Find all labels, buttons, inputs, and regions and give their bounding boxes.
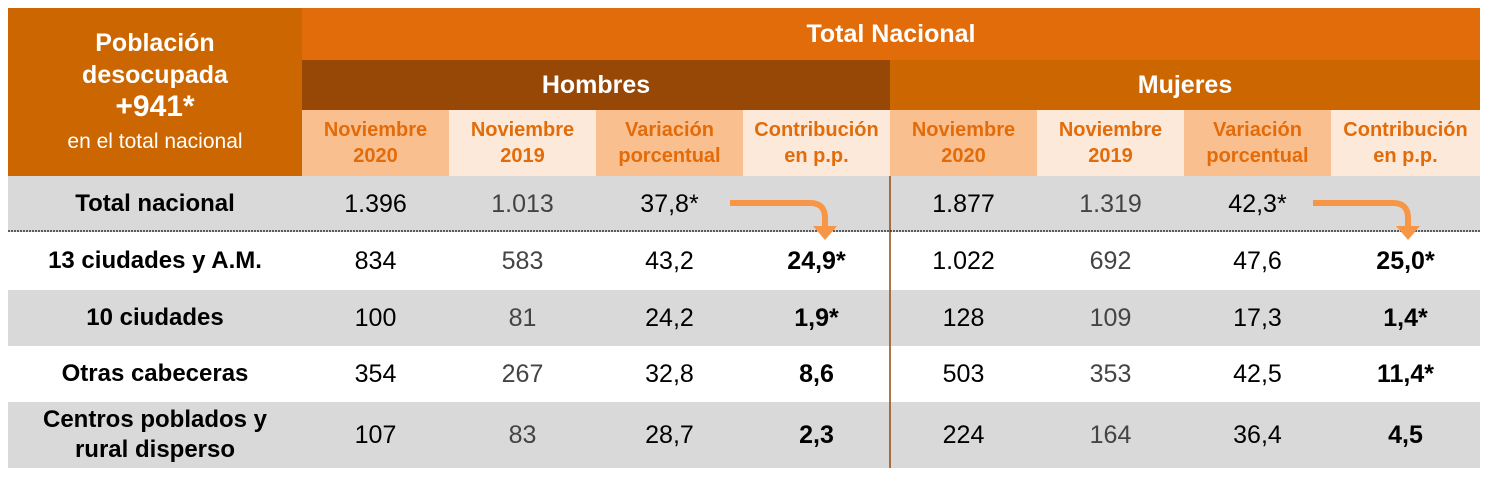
subheader-line1: Noviembre [470,119,575,141]
arrow-head-icon [813,226,837,240]
table-cell: 164 [1089,420,1132,449]
arrow-head-icon [1396,226,1420,240]
corner-line3: en el total nacional [67,129,243,153]
table-cell: 17,3 [1233,303,1282,332]
table-cell: 692 [1089,246,1132,275]
subheader: Contribución en p.p. [1331,110,1480,176]
subheader-line1: Variación [1213,119,1302,141]
subheader-line1: Noviembre [911,119,1016,141]
subheader-line2: 2019 [500,145,545,167]
table-cell: 224 [942,420,985,449]
row-label: Centros poblados y rural disperso [42,406,268,463]
table-cell: 107 [354,420,397,449]
table-cell: 834 [354,246,397,275]
subheader: Variación porcentual [1184,110,1331,176]
subheader-line1: Noviembre [323,119,428,141]
table-cell: 1,9* [794,303,839,332]
table-cell: 42,5 [1233,359,1282,388]
table-cell: 1,4* [1383,303,1428,332]
table-cell: 1.319 [1079,189,1142,218]
title-header: Total Nacional [302,8,1480,60]
arrow-icon [730,200,828,228]
table-cell: 2,3 [799,420,834,449]
subheader: Noviembre 2020 [890,110,1037,176]
subheader-line2: 2020 [353,145,398,167]
subheader: Variación porcentual [596,110,743,176]
table-cell: 42,3* [1228,189,1287,218]
table-row [8,290,1480,346]
table-row [8,232,1480,290]
table-cell: 43,2 [645,246,694,275]
table-row [8,402,1480,468]
table-cell: 128 [942,303,985,332]
subheader-line2: porcentual [1206,145,1309,167]
table-cell: 47,6 [1233,246,1282,275]
table-cell: 24,2 [645,303,694,332]
table-cell: 1.877 [932,189,995,218]
group-header-mujeres: Mujeres [890,60,1480,110]
table-cell: 25,0* [1376,246,1435,275]
row-label: 10 ciudades [86,304,224,331]
subheader-line2: 2020 [941,145,986,167]
table-cell: 4,5 [1388,420,1423,449]
row-label: Total nacional [75,190,235,217]
arrow-icon [1313,200,1411,228]
subheader-line1: Variación [625,119,714,141]
subheader-line1: Noviembre [1058,119,1163,141]
table-cell: 1.022 [932,246,995,275]
subheader: Noviembre 2019 [1037,110,1184,176]
table-cell: 24,9* [787,246,846,275]
table-row [8,346,1480,402]
table-cell: 8,6 [799,359,834,388]
table-cell: 503 [942,359,985,388]
subheader-line2: en p.p. [1373,145,1438,167]
table-cell: 37,8* [640,189,699,218]
subheader-line1: Contribución [1343,119,1468,141]
corner-value: +941* [115,89,195,123]
table-cell: 109 [1089,303,1132,332]
subheader-line2: porcentual [618,145,721,167]
table-cell: 36,4 [1233,420,1282,449]
table-cell: 28,7 [645,420,694,449]
table-cell: 11,4* [1376,359,1434,388]
table-cell: 353 [1089,359,1132,388]
subheader: Contribución en p.p. [743,110,890,176]
row-label: Otras cabeceras [61,360,249,387]
table-cell: 354 [354,359,397,388]
table-cell: 1.396 [344,189,407,218]
subheader-line2: 2019 [1088,145,1133,167]
row-label: 13 ciudades y A.M. [48,247,262,274]
corner-cell: Población desocupada +941* en el total naci… [8,8,302,176]
subheader: Noviembre 2020 [302,110,449,176]
corner-line1: Población [95,28,215,57]
table-cell: 267 [501,359,544,388]
subheader: Noviembre 2019 [449,110,596,176]
corner-line2: desocupada [82,60,228,89]
table-cell: 32,8 [645,359,694,388]
table-cell: 1.013 [491,189,554,218]
subheader-line2: en p.p. [784,145,849,167]
table-cell: 83 [508,420,537,449]
subheader-line1: Contribución [754,119,879,141]
table-cell: 81 [508,303,537,332]
table-cell: 583 [501,246,544,275]
table-cell: 100 [354,303,397,332]
group-header-hombres: Hombres [302,60,890,110]
